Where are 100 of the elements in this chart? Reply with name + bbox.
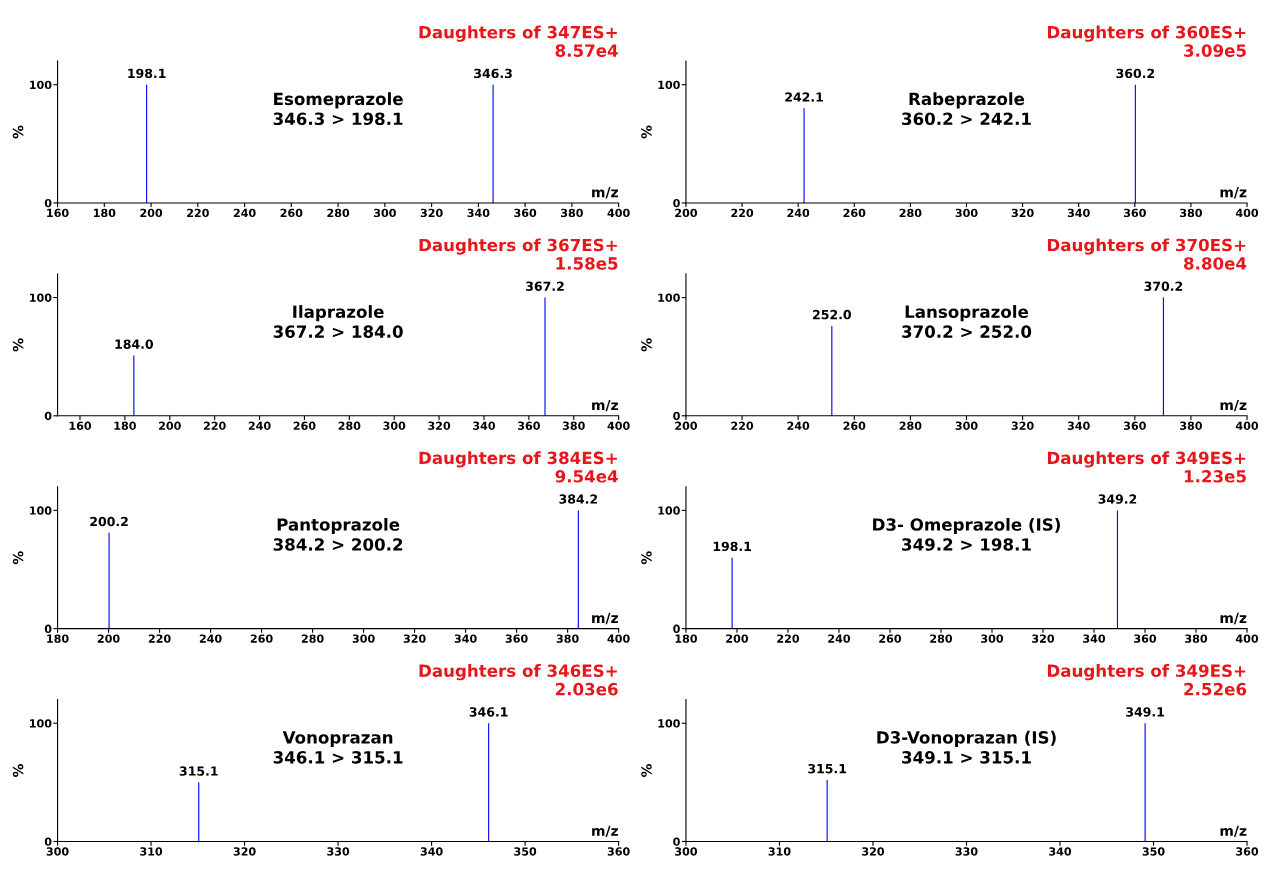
x-tick-label: 320 (420, 208, 443, 218)
chart-subtitle: 1.58e5 (556, 257, 618, 270)
x-tick-label: 300 (383, 421, 406, 430)
annotation: D3- Omeprazole (IS) (873, 517, 1060, 535)
x-axis-title: m/z (592, 612, 618, 625)
y-axis-title: % (12, 764, 24, 778)
y-tick-label: 0 (673, 198, 680, 208)
x-tick-label: 300 (955, 208, 978, 218)
chart-subtitle: 3.09e5 (1184, 44, 1246, 57)
annotation: D3-Vonoprazan (IS) (877, 730, 1056, 747)
y-tick-label: 0 (673, 624, 680, 634)
chart-title: Daughters of 370ES+ (1047, 238, 1246, 255)
chart-subtitle: 8.57e4 (555, 44, 618, 57)
chart-title: Daughters of 367ES+ (419, 238, 617, 255)
x-tick-label: 330 (955, 847, 978, 856)
y-tick-label: 100 (658, 80, 680, 90)
x-tick-label: 300 (675, 847, 698, 856)
x-tick-label: 180 (675, 634, 698, 643)
y-axis-title: % (641, 764, 652, 778)
chart-title: Daughters of 349ES+ (1047, 451, 1246, 468)
x-tick-label: 220 (731, 421, 754, 430)
annotation: 198.1 (128, 68, 166, 79)
annotation: 346.3 (474, 68, 512, 79)
x-tick-label: 320 (1011, 421, 1034, 430)
annotation: Ilaprazole (293, 305, 384, 322)
annotation: 346.1 (469, 707, 508, 717)
x-tick-label: 340 (473, 421, 496, 430)
x-axis-title: m/z (1220, 612, 1247, 625)
x-tick-label: 280 (338, 421, 361, 430)
x-tick-label: 340 (420, 847, 443, 856)
x-tick-label: 300 (981, 634, 1004, 643)
x-tick-label: 400 (607, 634, 630, 643)
y-axis-title: % (12, 338, 24, 352)
x-tick-label: 180 (93, 208, 116, 218)
chart-title: Daughters of 384ES+ (419, 451, 617, 468)
y-tick-label: 100 (658, 506, 680, 515)
chart-title: Daughters of 346ES+ (419, 664, 617, 681)
annotation: Lansoprazole (905, 305, 1029, 322)
chart-subtitle: 1.23e5 (1184, 470, 1246, 483)
annotation: 367.2 (526, 281, 564, 291)
x-tick-label: 340 (1049, 847, 1072, 856)
y-axis-title: % (641, 551, 652, 565)
x-tick-label: 340 (454, 634, 477, 643)
annotation: Pantoprazole (277, 517, 400, 535)
chart-title: Daughters of 360ES+ (1047, 25, 1246, 42)
x-tick-label: 180 (114, 421, 136, 430)
x-tick-label: 380 (561, 208, 583, 218)
x-tick-label: 300 (352, 634, 375, 643)
x-tick-label: 320 (403, 634, 426, 643)
x-tick-label: 380 (1180, 208, 1202, 218)
x-tick-label: 360 (514, 208, 537, 218)
x-tick-label: 400 (1235, 208, 1259, 218)
x-tick-label: 360 (1123, 208, 1146, 218)
x-tick-label: 380 (562, 421, 585, 430)
y-axis-title: % (12, 551, 24, 565)
x-tick-label: 220 (148, 634, 171, 643)
annotation: 349.1 (1126, 707, 1165, 717)
x-tick-label: 220 (731, 208, 754, 218)
y-tick-label: 100 (658, 719, 680, 728)
y-tick-label: 0 (44, 411, 52, 421)
annotation: 384.2 > 200.2 (273, 538, 403, 551)
x-tick-label: 260 (879, 634, 902, 643)
x-tick-label: 360 (505, 634, 528, 643)
x-tick-label: 320 (233, 847, 256, 856)
annotation: 346.1 > 315.1 (273, 751, 403, 764)
x-tick-label: 200 (159, 421, 181, 430)
y-tick-label: 100 (30, 506, 52, 515)
x-tick-label: 260 (843, 421, 866, 430)
annotation: 346.3 > 198.1 (273, 112, 403, 126)
annotation: 360.2 (1116, 68, 1155, 79)
y-axis-title: % (641, 338, 652, 352)
x-tick-label: 400 (1235, 421, 1259, 430)
annotation: 370.2 > 252.0 (902, 325, 1032, 338)
x-tick-label: 240 (828, 634, 851, 643)
x-tick-label: 320 (1032, 634, 1055, 643)
x-tick-label: 260 (280, 208, 303, 218)
x-tick-label: 180 (47, 634, 69, 643)
x-tick-label: 220 (187, 208, 209, 218)
x-tick-label: 200 (97, 634, 120, 643)
annotation: 242.1 (785, 92, 823, 102)
annotation: 198.1 (713, 541, 752, 552)
x-tick-label: 380 (556, 634, 579, 643)
annotation: Vonoprazan (282, 731, 393, 747)
annotation: 349.1 > 315.1 (902, 751, 1031, 764)
chart-title: Daughters of 347ES+ (419, 25, 617, 42)
x-axis-title: m/z (1220, 825, 1247, 838)
x-tick-label: 340 (1067, 208, 1090, 218)
x-tick-label: 280 (301, 634, 324, 643)
x-tick-label: 400 (1235, 634, 1259, 643)
annotation: 184.0 (115, 339, 154, 349)
x-tick-label: 220 (777, 634, 800, 643)
x-tick-label: 240 (248, 421, 271, 430)
y-tick-label: 0 (673, 837, 680, 846)
annotation: 315.1 (179, 766, 218, 776)
y-tick-label: 100 (658, 293, 680, 302)
x-tick-label: 340 (1083, 634, 1106, 643)
x-axis-title: m/z (1220, 187, 1247, 199)
x-tick-label: 280 (899, 421, 922, 430)
x-tick-label: 220 (203, 421, 226, 430)
x-tick-label: 350 (514, 847, 537, 856)
